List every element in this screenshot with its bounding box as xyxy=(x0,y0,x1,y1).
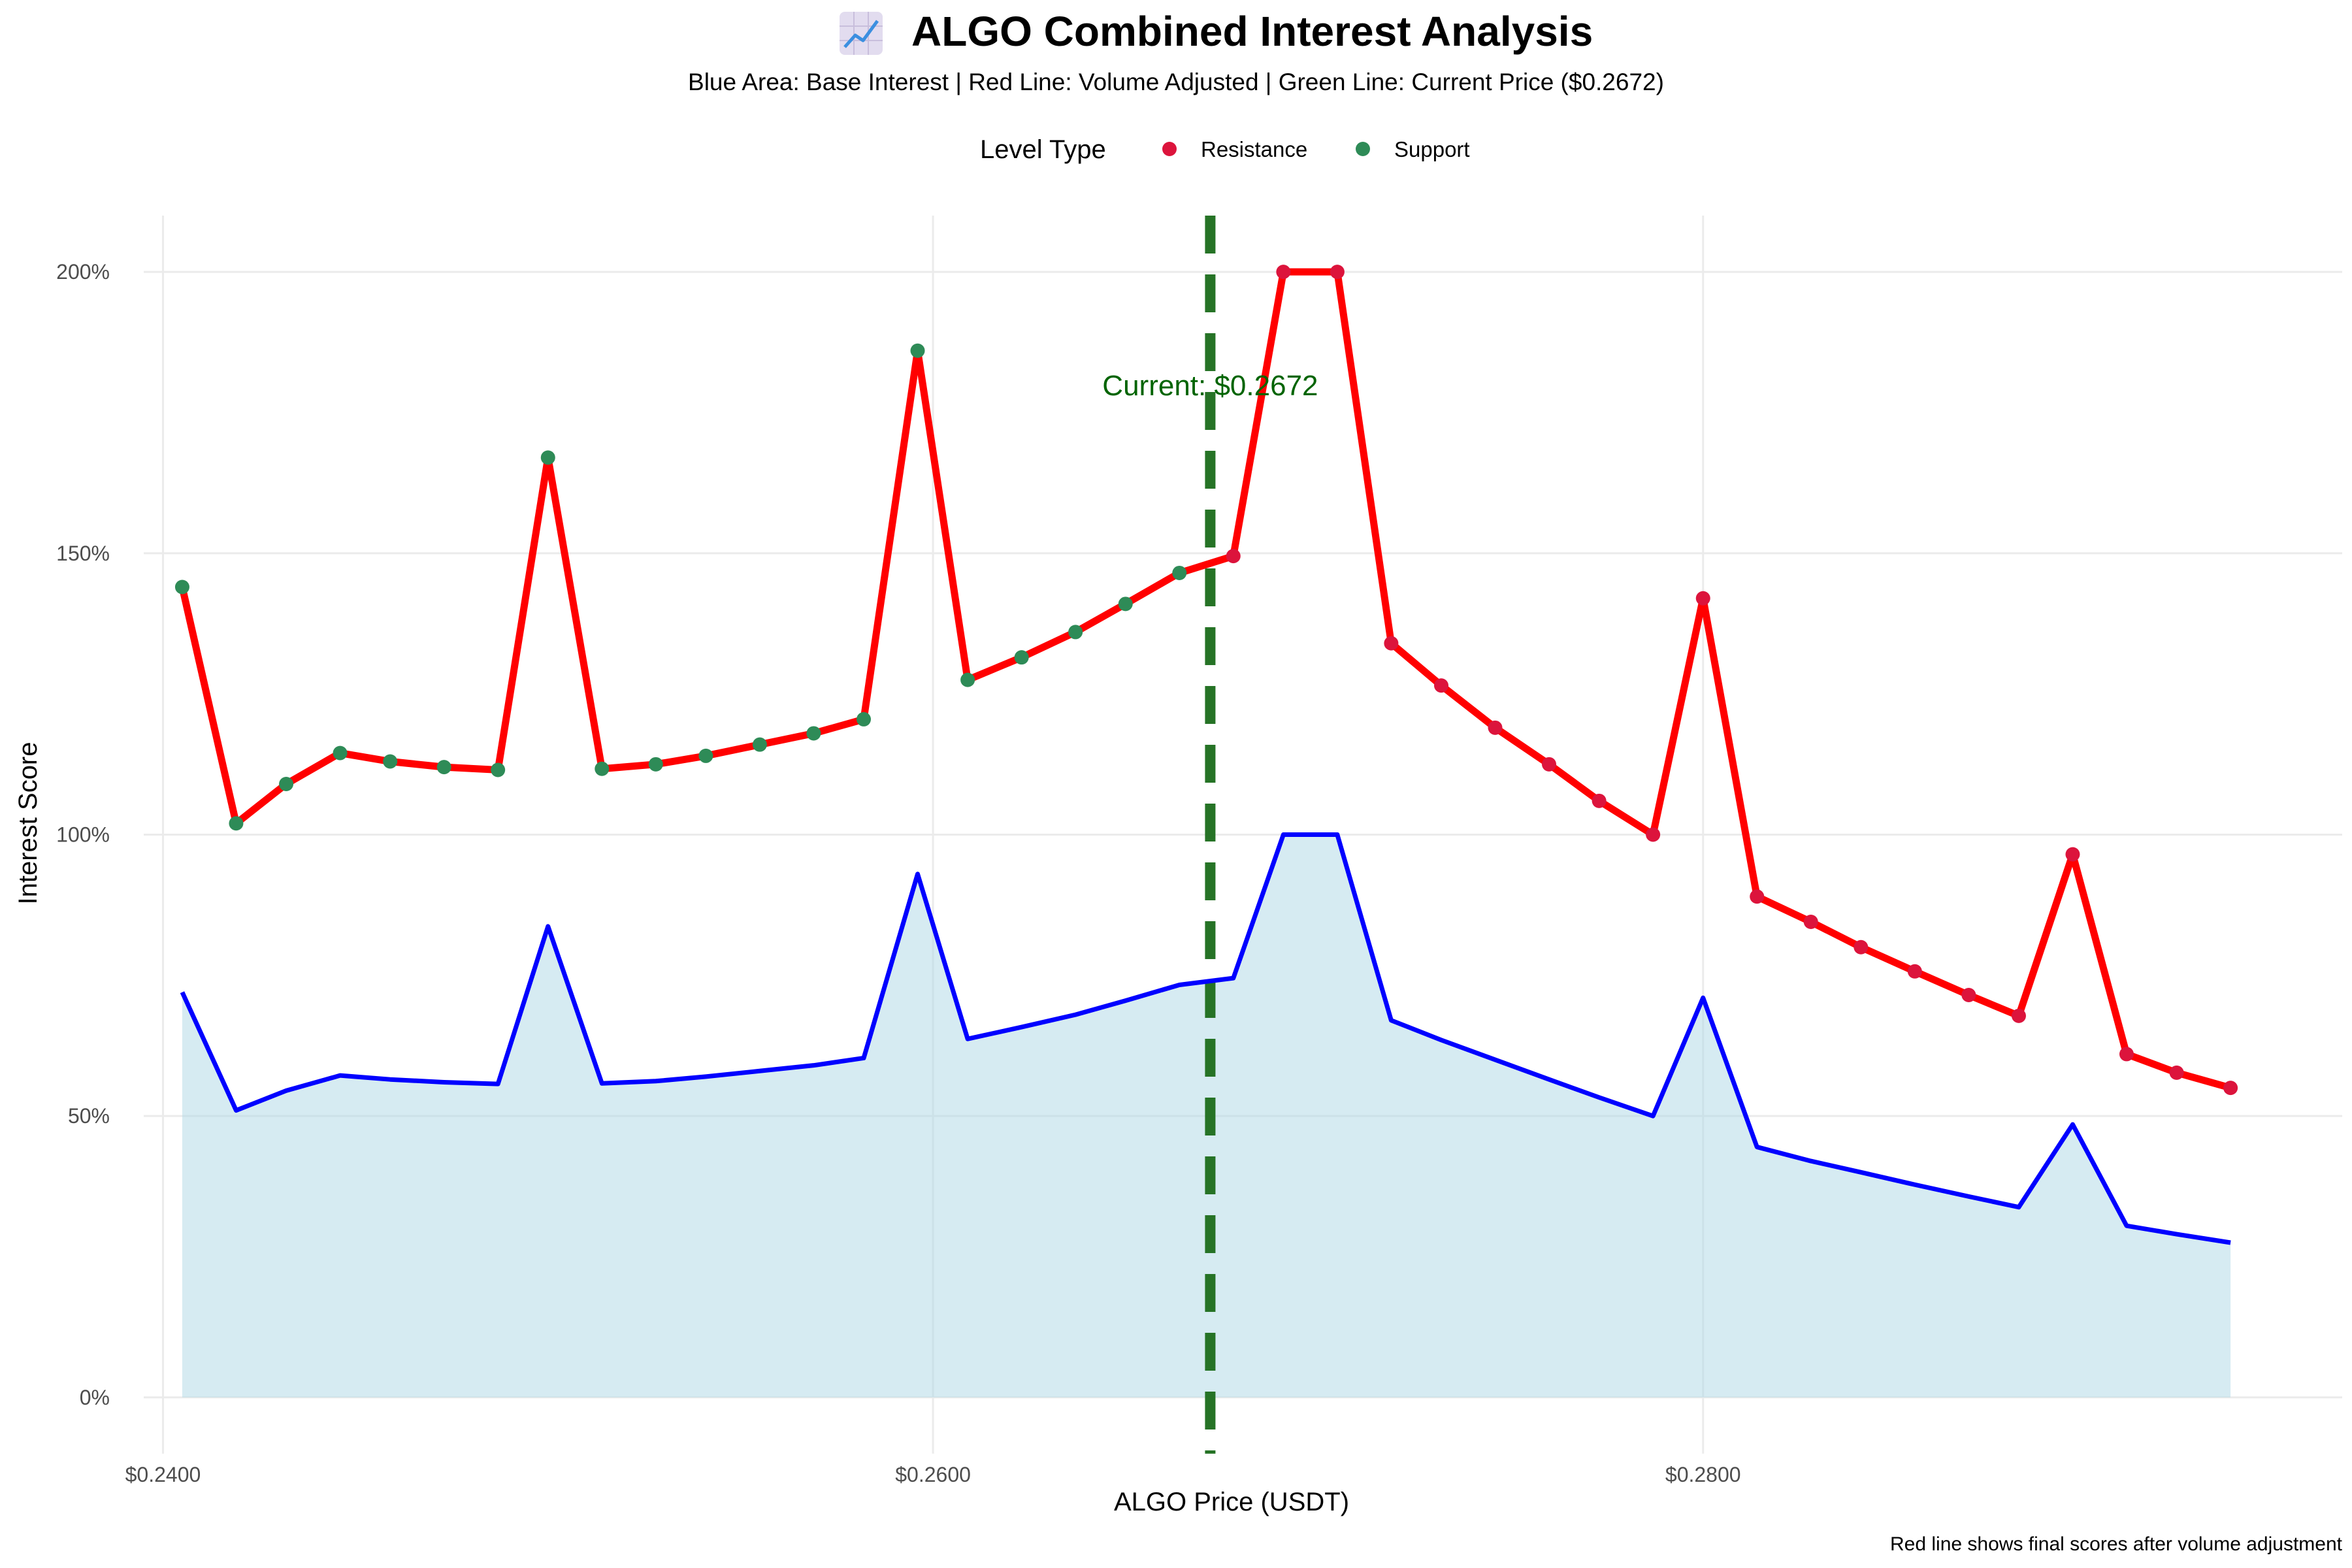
chart-subtitle: Blue Area: Base Interest | Red Line: Vol… xyxy=(688,69,1664,95)
volume-adjusted-line xyxy=(178,268,2234,1092)
resistance-point xyxy=(1750,889,1765,904)
resistance-point xyxy=(1854,939,1869,955)
support-point xyxy=(174,580,189,595)
resistance-point xyxy=(1488,720,1503,735)
legend: Level Type Resistance Support xyxy=(980,135,1470,164)
support-point xyxy=(383,754,398,769)
legend-key-support xyxy=(1356,142,1370,156)
chart-increasing-icon xyxy=(840,12,883,55)
legend-label-resistance: Resistance xyxy=(1201,137,1307,161)
support-point xyxy=(960,672,975,687)
base-interest-line xyxy=(180,832,2231,1245)
y-tick-label: 50% xyxy=(68,1104,110,1128)
resistance-point xyxy=(2223,1081,2238,1096)
resistance-point xyxy=(1542,757,1557,772)
support-point xyxy=(436,760,451,775)
x-tick-label: $0.2600 xyxy=(895,1463,971,1486)
resistance-point xyxy=(1646,827,1661,842)
resistance-point xyxy=(1907,964,1922,979)
current-price-label: Current: $0.2672 xyxy=(1102,370,1318,402)
resistance-point xyxy=(2065,847,2080,862)
support-point xyxy=(910,343,925,358)
x-tick-label: $0.2400 xyxy=(125,1463,201,1486)
tick-labels: 0% 50% 100% 150% 200% $0.2400 $0.2600 $0.2800 xyxy=(56,260,1740,1486)
chart-caption: Red line shows final scores after volume… xyxy=(1890,1533,2343,1555)
resistance-point xyxy=(1276,265,1291,280)
y-tick-label: 200% xyxy=(56,260,110,284)
support-point xyxy=(752,737,767,752)
legend-key-resistance xyxy=(1162,142,1177,156)
legend-label-support: Support xyxy=(1394,137,1470,161)
resistance-point xyxy=(1226,549,1241,564)
support-point xyxy=(279,776,294,791)
resistance-point xyxy=(2011,1008,2026,1023)
resistance-point xyxy=(1592,793,1607,808)
support-point xyxy=(1118,596,1133,612)
support-point xyxy=(806,726,821,741)
support-point xyxy=(1068,625,1083,640)
y-tick-label: 100% xyxy=(56,823,110,847)
x-axis-title: ALGO Price (USDT) xyxy=(1114,1488,1349,1516)
y-tick-label: 150% xyxy=(56,542,110,565)
annotations: Current: $0.2672 xyxy=(1102,370,1318,402)
resistance-point xyxy=(2169,1065,2184,1080)
support-point xyxy=(333,745,348,760)
chart-title: ALGO Combined Interest Analysis xyxy=(911,8,1593,55)
y-tick-label: 0% xyxy=(80,1386,110,1409)
legend-title: Level Type xyxy=(980,135,1106,164)
support-point xyxy=(648,757,663,772)
support-point xyxy=(857,711,872,727)
resistance-point xyxy=(1961,987,1976,1002)
x-tick-label: $0.2800 xyxy=(1665,1463,1741,1486)
resistance-point xyxy=(2119,1047,2134,1062)
resistance-point xyxy=(1384,636,1399,651)
resistance-point xyxy=(1695,591,1710,606)
series-points xyxy=(174,265,2238,1096)
support-point xyxy=(1014,650,1029,665)
series-lines xyxy=(178,268,2234,1245)
support-point xyxy=(229,816,244,831)
support-point xyxy=(540,450,555,465)
support-point xyxy=(595,761,610,776)
support-point xyxy=(1172,565,1187,580)
resistance-point xyxy=(1803,915,1818,930)
support-point xyxy=(491,762,506,777)
resistance-point xyxy=(1433,678,1448,693)
resistance-point xyxy=(1330,265,1345,280)
support-point xyxy=(698,748,713,763)
y-axis-title: Interest Score xyxy=(14,742,42,904)
